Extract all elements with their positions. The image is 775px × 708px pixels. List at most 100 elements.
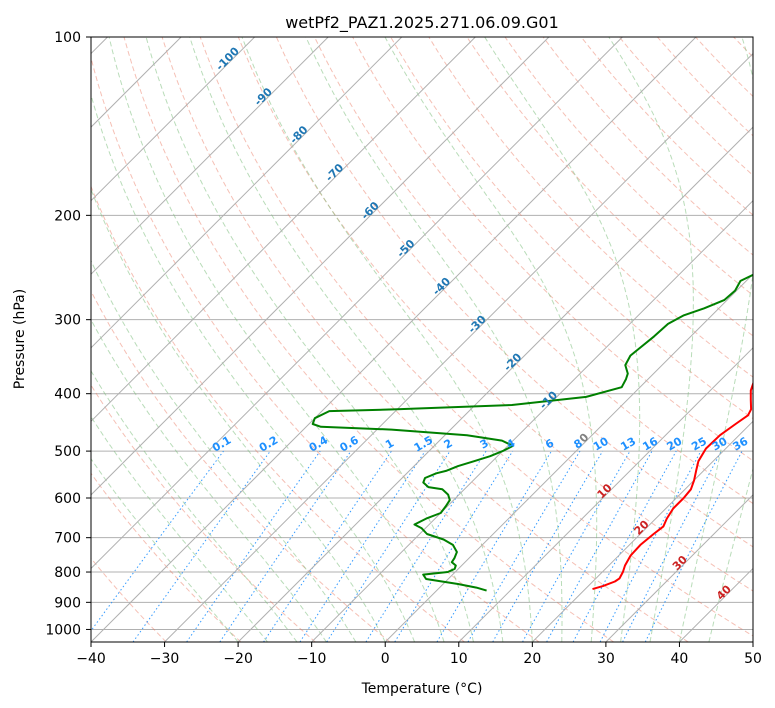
isotherm-label: -60 [359,199,382,222]
y-tick-label: 300 [54,313,81,329]
moist-adiabat [108,37,445,642]
isotherm-label: -20 [501,350,524,373]
mixing-ratio-label: 1 [383,437,396,452]
plot-frame [90,36,754,643]
isotherm-gridline [91,37,697,642]
isotherm-gridline [91,37,403,349]
moist-adiabat [91,318,327,642]
y-tick-label: 100 [54,30,81,46]
dry-adiabat [618,37,753,176]
dry-adiabat [161,37,689,642]
dry-adiabat [91,290,391,642]
isotherm-gridline [605,494,753,642]
isotherm-gridline [91,37,256,202]
dry-adiabat [695,37,753,98]
mixing-ratio-line [299,450,426,642]
mixing-ratio-line [572,450,677,642]
moist-adiabat [241,37,533,642]
y-tick-label: 700 [54,531,81,547]
x-tick-label: 10 [450,651,468,667]
isotherm-label: -10 [537,388,560,411]
dry-adiabat [91,55,540,642]
isotherm-gridline [311,199,753,642]
y-tick-label: 1000 [45,622,81,638]
dry-adiabat [199,37,753,637]
moist-adiabat [91,369,298,642]
dry-adiabat [428,37,753,378]
x-axis-label: Temperature (°C) [361,681,483,697]
moist-adiabat [384,37,598,642]
moist-adiabat [91,188,386,642]
isotherm-gridline [679,567,753,642]
axis-ticks: −40 −30 −20 −10 0 10 20 30 40 50 100 200 300 400 500 60… [45,30,762,667]
moist-adiabat [189,37,504,642]
dry-adiabat-label: 30 [670,553,690,573]
isotherm-gridline [384,273,753,642]
mixing-ratio-line [394,450,514,642]
mixing-ratio-line [132,450,271,642]
grid-lines [91,36,753,630]
mixing-ratio-line [365,450,487,642]
isotherm-label: -80 [287,123,310,146]
mixing-ratio-line [522,450,631,642]
dry-adiabat [390,37,753,420]
dry-adiabat [314,37,753,505]
moist-adiabat [305,37,563,642]
mixing-ratio-line [91,450,224,632]
isotherm-gridline [164,52,753,642]
dry-adiabat [580,37,753,216]
dry-adiabat [91,384,316,642]
dry-adiabat [466,37,753,337]
mixing-ratio-line [492,450,604,642]
isotherm-gridline [752,641,753,642]
isotherm-label: -100 [213,44,242,73]
isotherm-label: -30 [466,313,489,336]
dry-adiabat [237,37,753,592]
x-tick-label: −10 [297,651,327,667]
y-tick-label: 500 [54,444,81,460]
mixing-ratio-line [467,450,581,642]
mixing-ratio-label: 6 [543,436,556,451]
dry-adiabat [123,37,614,642]
isotherm-label: -90 [252,85,275,108]
isotherm-gridline [91,37,476,423]
moist-adiabat [608,37,694,642]
mixing-ratio-line [326,450,451,642]
isotherm-gridline [458,347,753,642]
moist-adiabat [145,37,474,642]
dry-adiabat [657,37,753,137]
dry-adiabat-label: 40 [714,582,734,602]
moist-adiabat [91,259,357,642]
moist-adiabat [484,37,641,642]
mixing-ratio-line [546,450,653,642]
x-tick-label: 50 [744,651,762,667]
x-tick-label: −20 [223,651,253,667]
dry-adiabat [733,37,753,58]
moist-adiabat [91,457,239,642]
isotherm-gridline [91,37,550,496]
y-tick-label: 600 [54,491,81,507]
y-axis-label: Pressure (hPa) [12,289,28,389]
isotherm-gridline [531,420,753,642]
mixing-ratio-line [436,450,552,642]
x-tick-label: −40 [76,651,106,667]
mixing-ratio-line [186,450,321,642]
moist-adiabat [708,467,753,642]
mixing-ratio-label: 2 [442,437,455,452]
temperature-profile-line [592,381,753,591]
mixing-ratio-line [219,450,352,642]
dry-adiabat [275,37,753,548]
dry-adiabat [504,37,753,296]
isotherm-label: -70 [323,161,346,184]
x-tick-label: 30 [597,651,615,667]
y-tick-label: 400 [54,387,81,403]
x-tick-label: 20 [523,651,541,667]
dry-adiabat [91,472,242,642]
profile-series [311,273,753,592]
x-tick-label: 0 [381,651,390,667]
dry-adiabat [352,37,753,462]
y-tick-label: 900 [54,595,81,611]
dewpoint-profile-line [311,273,753,592]
chart-title: wetPf2_PAZ1.2025.271.06.09.G01 [285,13,559,33]
